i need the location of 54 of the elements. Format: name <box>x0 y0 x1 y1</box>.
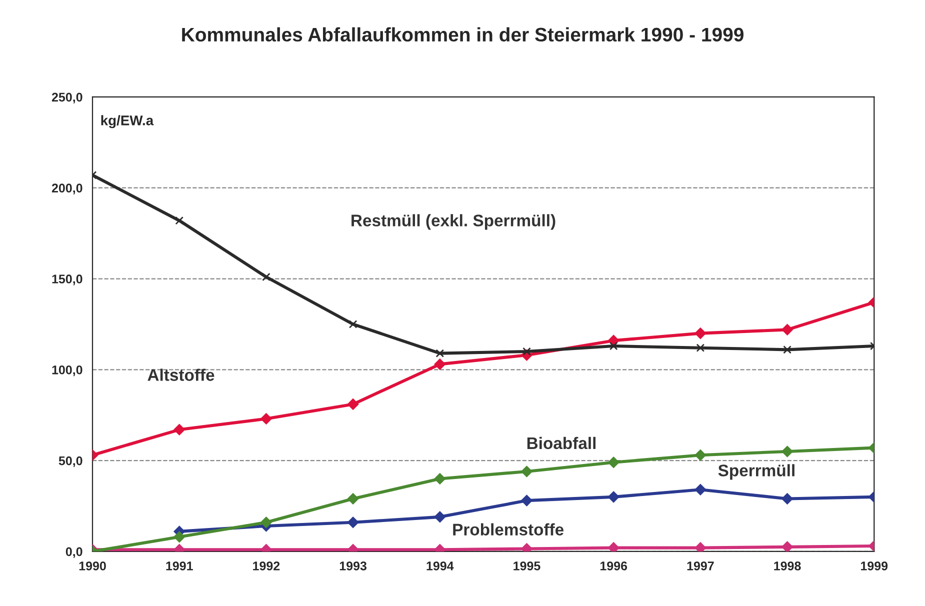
annotation: Sperrmüll <box>718 464 794 480</box>
point <box>521 494 532 506</box>
chart-title: Kommunales Abfallaufkommen in der Steiermark 1990 - 1999 <box>182 27 744 42</box>
point <box>175 216 184 225</box>
annotation: Bioabfall <box>527 436 596 450</box>
point <box>782 541 793 552</box>
x-tick-label: 1990 <box>79 562 106 570</box>
point <box>434 511 446 523</box>
y-tick-label: 50,0 <box>58 456 82 468</box>
point <box>694 450 706 461</box>
y-tick-label: 0,0 <box>66 547 82 558</box>
point <box>260 413 272 424</box>
point <box>174 424 185 436</box>
annotation: Restmüll (exkl. Sperrmüll) <box>352 214 556 230</box>
point <box>608 542 620 552</box>
point <box>348 320 358 328</box>
x-tick-label: 1993 <box>340 562 366 570</box>
point <box>260 516 272 528</box>
x-tick-label: 1999 <box>861 562 888 570</box>
point <box>347 516 359 528</box>
point <box>608 491 620 503</box>
point <box>609 342 618 350</box>
point <box>608 456 620 468</box>
point <box>694 542 706 552</box>
x-tick-label: 1994 <box>426 562 454 570</box>
point <box>347 398 359 410</box>
point <box>696 344 705 352</box>
point <box>783 345 792 354</box>
x-tick-label: 1995 <box>514 562 540 570</box>
x-tick-label: 1997 <box>687 562 714 570</box>
x-tick-label: 1992 <box>253 562 280 570</box>
point <box>521 466 532 478</box>
x-tick-label: 1996 <box>600 562 628 570</box>
point <box>347 493 359 504</box>
x-tick-label: 1991 <box>166 562 193 570</box>
point <box>434 358 446 370</box>
y-tick-label: 150,0 <box>52 274 82 286</box>
annotation: Altstoffe <box>148 368 214 381</box>
point <box>782 493 793 504</box>
x-tick-label: 1998 <box>774 562 801 570</box>
point <box>436 349 444 358</box>
point <box>782 324 793 336</box>
point <box>434 473 446 484</box>
point <box>174 531 185 543</box>
y-tick-label: 100,0 <box>52 365 82 376</box>
y-tick-label: 200,0 <box>52 184 82 194</box>
point <box>262 272 270 282</box>
annotation: Problemstoffe <box>453 523 564 536</box>
point <box>522 347 531 356</box>
y-tick-label: 250,0 <box>52 92 82 104</box>
point <box>694 484 706 496</box>
point <box>694 328 706 339</box>
y-axis-title: kg/EW.a <box>101 115 154 128</box>
point <box>782 446 793 458</box>
